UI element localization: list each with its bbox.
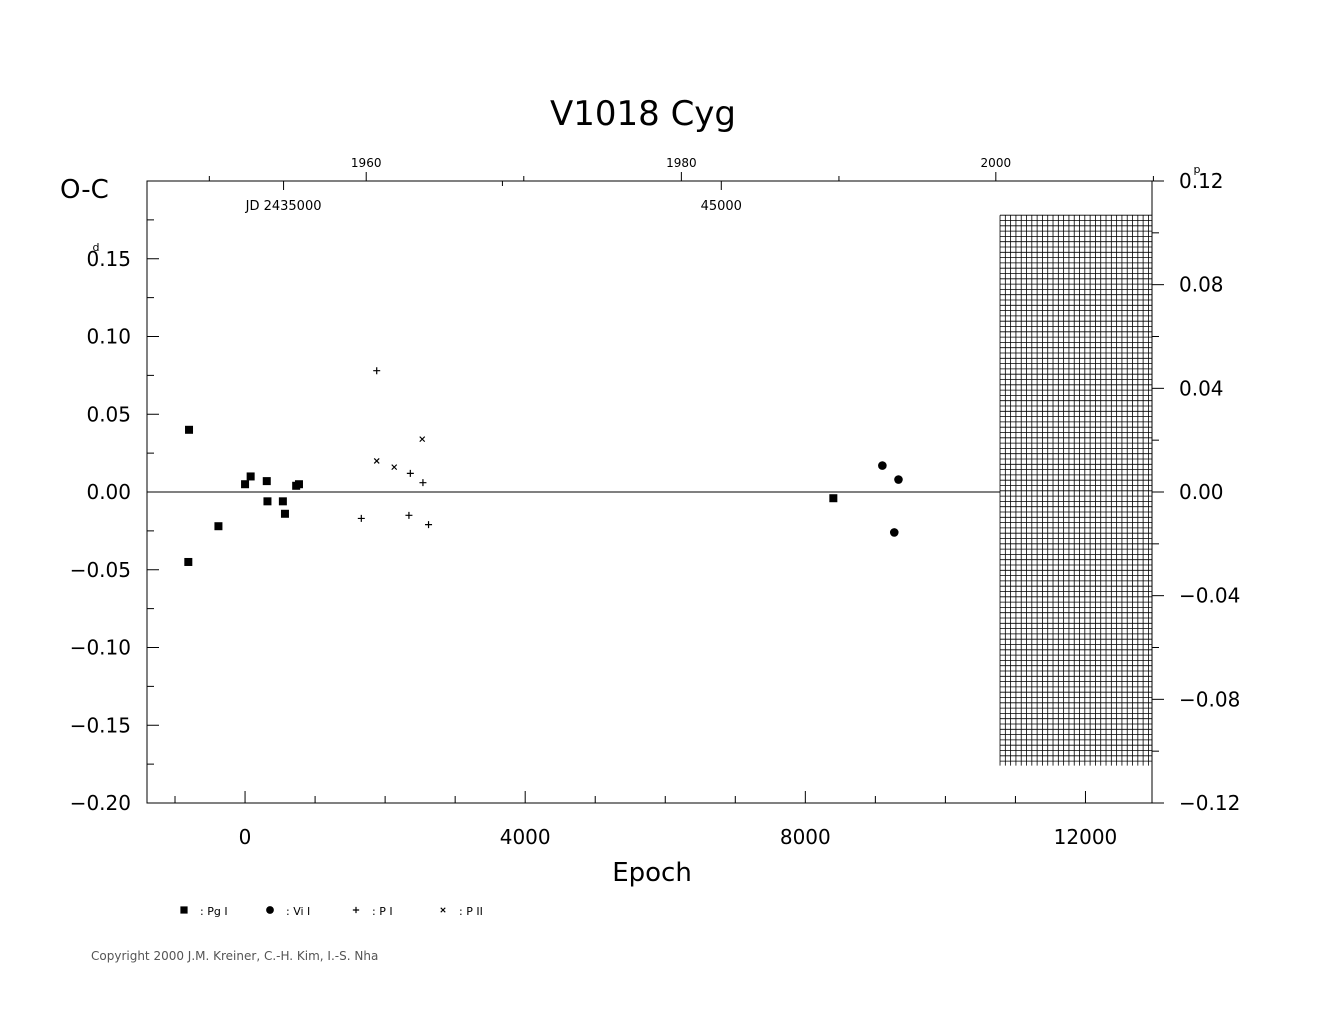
y2-tick-label: −0.08: [1179, 687, 1240, 711]
x-axis-label: Epoch: [612, 858, 692, 888]
y-tick-label: −0.05: [70, 558, 131, 582]
data-point-cross: [373, 457, 380, 464]
y-axis-label: O-C: [60, 175, 109, 205]
data-point-circle: [894, 475, 903, 484]
data-point-plus: [357, 514, 365, 522]
x-tick-label: 0: [239, 825, 252, 849]
legend-label: : Vi I: [286, 905, 310, 918]
data-point-square: [241, 480, 250, 489]
y2-tick-label: −0.04: [1179, 584, 1240, 608]
chart-title: V1018 Cyg: [550, 94, 736, 134]
data-point-plus: [406, 469, 414, 477]
data-point-square: [829, 494, 838, 503]
data-point-cross: [419, 436, 426, 443]
y-tick-label: 0.00: [86, 480, 131, 504]
y-tick-label: −0.10: [70, 636, 131, 660]
jd-tick-label: JD 2435000: [245, 199, 322, 214]
y-tick-label: 0.05: [86, 402, 131, 426]
legend: : Pg I : Vi I : P I : P II: [180, 905, 483, 918]
year-tick-label: 2000: [981, 156, 1012, 170]
data-point-square: [262, 477, 271, 486]
y-unit-marker: d: [93, 241, 100, 254]
axis-labels: 0 4000 8000 12000 1960 1980 2000 JD 2435000 4500…: [60, 94, 1240, 888]
y2-tick-label: 0.08: [1179, 273, 1224, 297]
data-point-plus: [419, 479, 427, 487]
data-point-circle: [889, 528, 899, 537]
data-point-plus: [405, 511, 413, 519]
data-point-plus: [373, 367, 381, 375]
data-point-square: [294, 480, 303, 489]
data-point-square: [246, 472, 255, 481]
y2-tick-label: −0.12: [1179, 791, 1240, 815]
year-tick-label: 1980: [666, 156, 697, 170]
x-tick-label: 4000: [500, 825, 551, 849]
legend-label: : P II: [459, 905, 483, 918]
data-point-square: [184, 557, 193, 566]
y-tick-label: −0.15: [70, 713, 131, 737]
y2-tick-label: 0.04: [1179, 376, 1224, 400]
y-tick-label: 0.10: [86, 325, 131, 349]
legend-marker-circle: [266, 906, 274, 914]
data-point-square: [214, 522, 223, 531]
year-tick-label: 1960: [351, 156, 382, 170]
data-point-circle: [878, 461, 887, 470]
data-point-plus: [425, 521, 433, 529]
legend-marker-plus: [352, 906, 360, 914]
data-point-cross: [391, 464, 398, 471]
y-tick-label: 0.15: [86, 247, 131, 271]
legend-marker-square: [180, 906, 188, 914]
data-point-square: [185, 425, 194, 434]
data-points: [184, 367, 903, 566]
copyright-note: Copyright 2000 J.M. Kreiner, C.-H. Kim, …: [91, 949, 379, 963]
data-point-square: [263, 497, 272, 506]
y2-unit-marker: p: [1194, 163, 1201, 176]
axes: [146, 172, 1164, 804]
data-point-square: [278, 497, 287, 506]
y2-tick-label: 0.12: [1179, 169, 1224, 193]
y-tick-label: −0.20: [70, 791, 131, 815]
hatched-grid-region: [999, 214, 1152, 766]
data-point-square: [280, 509, 289, 518]
x-tick-label: 8000: [780, 825, 831, 849]
y2-tick-label: 0.00: [1179, 480, 1224, 504]
legend-label: : Pg I: [200, 905, 228, 918]
legend-marker-cross: [440, 907, 446, 913]
x-tick-label: 12000: [1054, 825, 1118, 849]
legend-label: : P I: [372, 905, 393, 918]
jd-tick-label: 45000: [701, 199, 742, 214]
